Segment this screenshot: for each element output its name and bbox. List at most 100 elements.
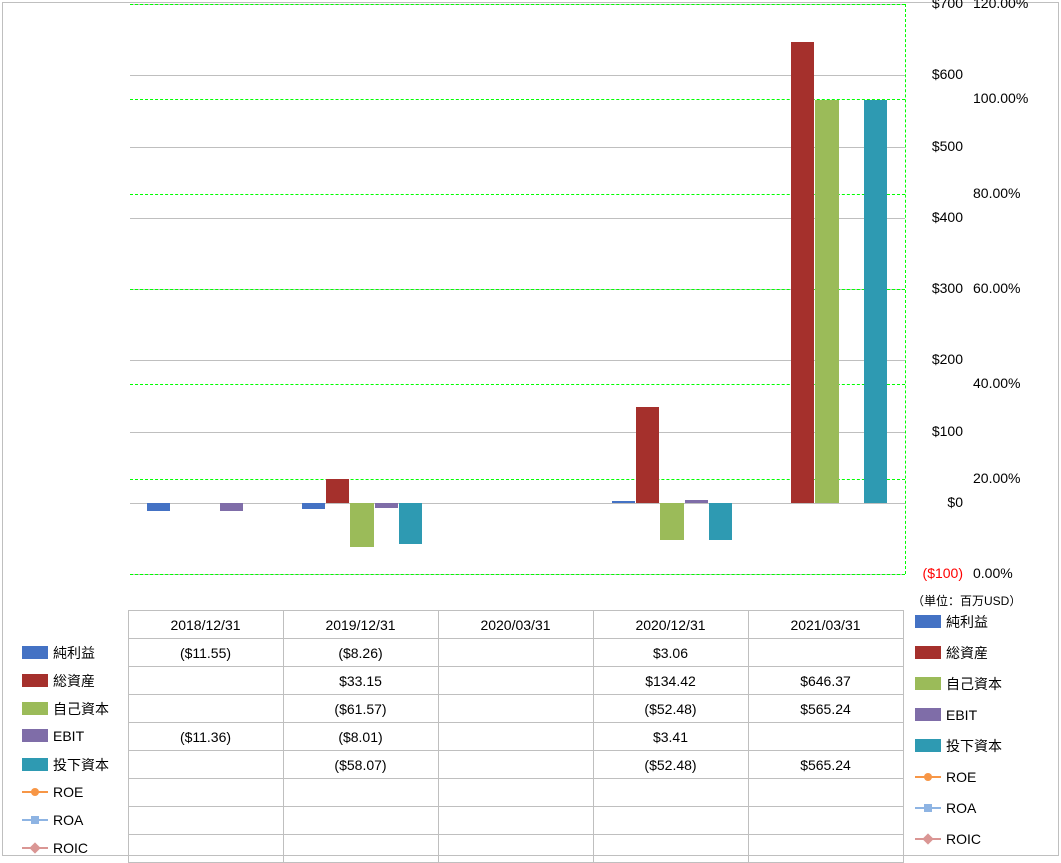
table-cell [128,807,283,835]
table-cell [593,835,748,863]
table-row: 総資産$33.15$134.42$646.37 [18,667,903,695]
ebit-swatch [22,729,48,742]
bar-invested_cap [399,503,422,544]
invested_cap-label: 投下資本 [53,755,109,775]
table-cell: $646.37 [748,667,903,695]
roe-label: ROE [53,784,83,800]
net_income-swatch [915,615,941,628]
table-cell [128,835,283,863]
equity-swatch [915,677,941,690]
legend-item-ebit: EBIT [915,703,1002,726]
y-axis-right-tick: 100.00% [973,90,1043,106]
table-row-head-roa: ROA [18,807,128,835]
plot-right-border [905,4,906,574]
gridline-solid [130,147,905,148]
bar-net_income [302,503,325,509]
gridline-dashed [130,479,905,480]
y-axis-right-tick: 0.00% [973,565,1043,581]
legend-item-roe: ROE [915,765,1002,788]
legend-item-roa: ROA [915,796,1002,819]
bar-invested_cap [709,503,732,540]
legend-item-net_income: 純利益 [915,610,1002,633]
table-cell [128,779,283,807]
y-axis-right-tick: 60.00% [973,280,1043,296]
equity-swatch [22,702,48,715]
legend-item-invested_cap: 投下資本 [915,734,1002,757]
y-axis-left-tick: $400 [913,209,963,225]
data-table: 2018/12/312019/12/312020/03/312020/12/31… [18,610,904,863]
table-cell: ($8.01) [283,723,438,751]
roe-label: ROE [946,769,976,785]
table-cell [593,779,748,807]
roic-label: ROIC [53,840,88,856]
table-cell [593,807,748,835]
roa-swatch [22,813,48,826]
table-cell: $3.41 [593,723,748,751]
total_assets-swatch [22,674,48,687]
roe-swatch [915,770,941,783]
table-cell [438,723,593,751]
roa-label: ROA [53,812,83,828]
table-cell [438,639,593,667]
table-row: 投下資本($58.07)($52.48)$565.24 [18,751,903,779]
legend-item-total_assets: 総資産 [915,641,1002,664]
table-row-head-equity: 自己資本 [18,695,128,723]
table-cell [438,751,593,779]
gridline-dashed [130,194,905,195]
bar-equity [815,100,838,503]
bar-equity [660,503,683,540]
table-cell [128,751,283,779]
total_assets-label: 総資産 [53,671,95,691]
total_assets-label: 総資産 [946,643,988,663]
y-axis-left-tick: $200 [913,351,963,367]
ebit-label: EBIT [53,728,84,744]
gridline-dashed [130,384,905,385]
table-cell: ($8.26) [283,639,438,667]
y-axis-right-tick: 120.00% [973,0,1043,11]
ebit-label: EBIT [946,707,977,723]
equity-label: 自己資本 [53,699,109,719]
y-axis-left-tick: $600 [913,66,963,82]
gridline-solid [130,432,905,433]
table-cell [283,835,438,863]
equity-label: 自己資本 [946,674,1002,694]
gridline-dashed [130,574,905,575]
table-row: ROIC [18,835,903,863]
table-cell: $565.24 [748,751,903,779]
table-cell [748,723,903,751]
table-cell [748,835,903,863]
net_income-swatch [22,646,48,659]
table-row-head-roic: ROIC [18,835,128,863]
table-cell [438,835,593,863]
legend: 純利益総資産自己資本 EBIT 投下資本 ROE ROA ROIC [915,610,1002,858]
table-cell: ($52.48) [593,751,748,779]
roa-swatch [915,801,941,814]
legend-item-roic: ROIC [915,827,1002,850]
table-cell: $3.06 [593,639,748,667]
y-axis-left-tick: $700 [913,0,963,11]
gridline-dashed [130,4,905,5]
table-row: ROA [18,807,903,835]
table-cell: ($11.36) [128,723,283,751]
roe-swatch [22,785,48,798]
table-row-head-total_assets: 総資産 [18,667,128,695]
table-row: EBIT ($11.36)($8.01) $3.41 [18,723,903,751]
table-cell: ($61.57) [283,695,438,723]
y-axis-left-tick: $500 [913,138,963,154]
table-cell [283,807,438,835]
gridline-solid [130,218,905,219]
bar-ebit [685,500,708,502]
y-axis-right-tick: 40.00% [973,375,1043,391]
table-col-header: 2020/12/31 [593,611,748,639]
bar-invested_cap [864,100,887,503]
y-axis-left-tick: $0 [913,494,963,510]
bar-ebit [375,503,398,509]
invested_cap-swatch [22,758,48,771]
roic-swatch [22,841,48,854]
table-col-header: 2021/03/31 [748,611,903,639]
table-col-header: 2019/12/31 [283,611,438,639]
bar-total_assets [326,479,349,503]
roic-label: ROIC [946,831,981,847]
table-cell: $33.15 [283,667,438,695]
gridline-solid [130,75,905,76]
